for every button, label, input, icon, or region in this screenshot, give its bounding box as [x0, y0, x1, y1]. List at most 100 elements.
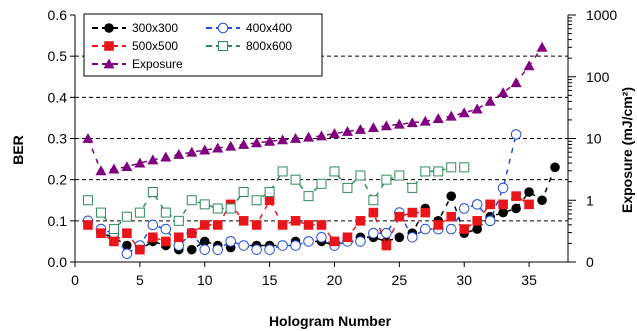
y-right-axis-title: Exposure (mJ/cm²) [619, 87, 635, 213]
legend-entry: 400x400 [206, 21, 292, 35]
y-left-ticks: 0.0 0.1 0.2 0.3 0.4 0.5 0.6 [48, 7, 75, 270]
data-point [484, 215, 496, 227]
legend-label: Exposure [132, 57, 183, 71]
data-point [121, 161, 133, 172]
data-point [134, 207, 145, 218]
y-left-tick-label: 0.6 [48, 7, 68, 23]
data-point [238, 138, 250, 149]
data-point [199, 236, 210, 247]
legend-entry: 500x500 [92, 39, 178, 53]
data-point [524, 187, 534, 197]
data-point [264, 195, 275, 206]
data-point [147, 154, 159, 165]
data-point [472, 216, 482, 226]
x-tick-label: 25 [392, 272, 408, 288]
x-tick-label: 30 [456, 272, 472, 288]
data-point [523, 60, 535, 71]
data-point [510, 129, 522, 140]
data-point [225, 236, 236, 247]
data-point [109, 236, 119, 247]
data-point [316, 178, 327, 189]
data-point [277, 166, 288, 177]
x-ticks: 0 5 10 15 20 25 30 35 [71, 262, 537, 288]
legend-label: 800x600 [246, 39, 292, 53]
series-2 [83, 191, 534, 255]
data-point [277, 240, 288, 251]
data-point [148, 232, 158, 243]
y-right-tick-label: 1 [586, 192, 594, 208]
data-point [186, 244, 197, 255]
data-point [511, 191, 521, 201]
legend-marker [217, 22, 229, 34]
data-point [433, 220, 444, 230]
data-point [173, 215, 184, 226]
y-right-ticks: 0 1 10 100 1000 [568, 7, 617, 270]
data-point [264, 187, 275, 198]
data-point [186, 228, 197, 238]
data-point [380, 120, 392, 131]
data-point [277, 134, 289, 145]
data-point [458, 203, 470, 214]
data-point [367, 122, 379, 133]
y-left-tick-label: 0.3 [48, 131, 68, 147]
data-point [121, 248, 133, 260]
data-point [342, 182, 353, 193]
data-point [173, 232, 184, 243]
data-point [290, 240, 301, 251]
data-point [355, 216, 366, 226]
y-right-tick-label: 10 [586, 131, 602, 147]
legend-entry: 800x600 [206, 39, 292, 53]
data-point [82, 195, 93, 206]
data-point [394, 232, 405, 243]
y-right-tick-label: 100 [586, 69, 610, 85]
data-point [472, 224, 482, 234]
legend-label: 300x300 [132, 21, 178, 35]
data-point [212, 203, 223, 214]
y-left-tick-label: 0.2 [48, 172, 68, 188]
data-point [484, 95, 496, 106]
data-point [212, 244, 224, 255]
y-left-tick-label: 0.4 [48, 89, 68, 105]
data-point [264, 135, 276, 146]
data-point [368, 227, 379, 239]
data-point [420, 166, 431, 177]
data-point [290, 174, 301, 185]
data-point [290, 133, 302, 143]
data-point [212, 142, 224, 153]
legend-marker [103, 58, 115, 69]
data-point [445, 110, 457, 121]
data-point [355, 170, 366, 181]
data-point [407, 232, 418, 243]
data-point [485, 199, 495, 210]
data-point [160, 151, 172, 162]
data-point [238, 240, 249, 251]
x-tick-label: 0 [71, 272, 79, 288]
data-point [96, 228, 106, 238]
data-point [316, 130, 327, 141]
data-point [511, 203, 521, 214]
data-point [393, 118, 405, 129]
y-right-tick-label: 1000 [586, 7, 617, 23]
data-point [407, 182, 418, 193]
data-point [108, 224, 119, 235]
data-point [160, 223, 172, 235]
data-point [381, 227, 392, 239]
data-point [510, 77, 522, 88]
x-tick-label: 15 [262, 272, 278, 288]
y-left-tick-label: 0.5 [48, 48, 68, 64]
data-point [303, 131, 315, 142]
legend-entry: Exposure [92, 57, 183, 71]
data-point [199, 244, 211, 255]
data-point [186, 195, 197, 206]
data-point [329, 166, 340, 177]
data-point [355, 236, 366, 247]
y-left-tick-label: 0.0 [48, 254, 68, 270]
data-point [497, 182, 509, 194]
x-tick-label: 10 [197, 272, 213, 288]
data-point [459, 162, 470, 173]
data-point [225, 203, 236, 214]
series-line [87, 166, 465, 231]
series-layer [82, 41, 560, 260]
data-point [121, 211, 132, 222]
y-left-tick-label: 0.1 [48, 213, 68, 229]
